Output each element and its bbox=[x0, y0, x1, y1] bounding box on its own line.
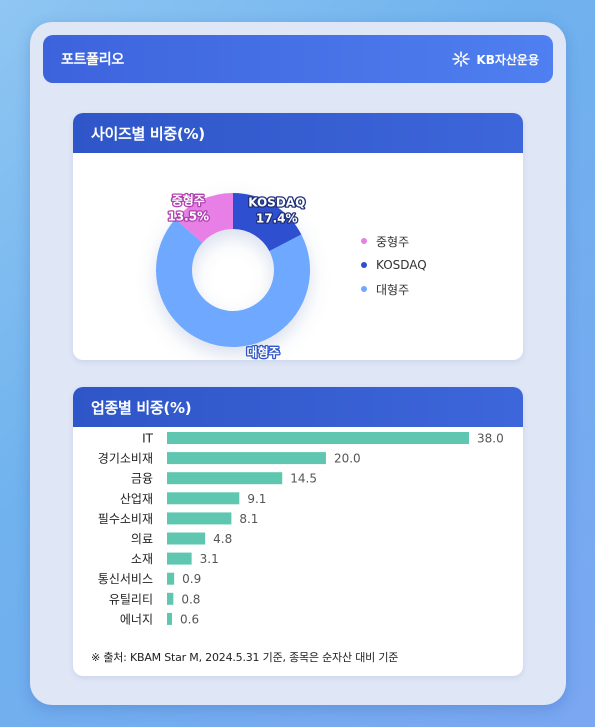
donut-label-1: KOSDAQ bbox=[248, 195, 305, 209]
bar-value-label-2: 14.5 bbox=[290, 472, 317, 486]
legend-item-0: 중형주 bbox=[361, 229, 427, 253]
bar-category-label-0: IT bbox=[142, 432, 154, 446]
bar-2 bbox=[167, 472, 283, 485]
bar-category-label-3: 산업재 bbox=[120, 492, 153, 506]
bar-5 bbox=[167, 532, 206, 545]
sector-bar-chart: IT 38.0 경기소비재 20.0 금융 14.5 산업재 9.1 필수소비재 8.1 의료 4.8… bbox=[98, 432, 504, 627]
bar-9 bbox=[167, 612, 172, 625]
bar-3 bbox=[167, 492, 240, 505]
legend-label-1: KOSDAQ bbox=[376, 258, 427, 272]
bar-value-label-9: 0.6 bbox=[180, 612, 199, 626]
legend-item-1: KOSDAQ bbox=[361, 253, 427, 277]
bar-value-label-0: 38.0 bbox=[477, 432, 504, 446]
bar-value-label-3: 9.1 bbox=[247, 492, 266, 506]
bar-value-label-1: 20.0 bbox=[334, 452, 361, 466]
legend-item-2: 대형주 bbox=[361, 277, 427, 301]
donut-label-0: 중형주 bbox=[172, 193, 205, 208]
bar-8 bbox=[167, 592, 174, 605]
page-title: 포트폴리오 bbox=[61, 52, 124, 68]
bar-0 bbox=[167, 432, 469, 444]
legend-swatch-1 bbox=[361, 262, 367, 268]
bar-value-label-6: 3.1 bbox=[200, 552, 219, 566]
kb-logo: KB자산운용 bbox=[450, 51, 539, 68]
bar-6 bbox=[167, 552, 192, 565]
bar-4 bbox=[167, 512, 232, 525]
donut-slice-1 bbox=[233, 193, 302, 252]
bar-category-label-4: 필수소비재 bbox=[98, 512, 153, 526]
portfolio-card: 포트폴리오 KB자산운용 사이즈별 비중(%) 중형주 13.5% KOSDAQ 17… bbox=[30, 22, 566, 705]
logo-text: KB자산운용 bbox=[476, 52, 539, 67]
bar-category-label-6: 소재 bbox=[131, 552, 153, 566]
bar-7 bbox=[167, 572, 175, 585]
donut-legend: 중형주 KOSDAQ 대형주 bbox=[361, 229, 427, 301]
donut-value-label-0: 13.5% bbox=[167, 210, 209, 224]
kb-star-icon bbox=[452, 51, 471, 67]
bar-category-label-9: 에너지 bbox=[120, 612, 153, 626]
bar-category-label-2: 금융 bbox=[131, 472, 153, 486]
bar-value-label-8: 0.8 bbox=[181, 592, 200, 606]
sector-weight-panel: 업종별 비중(%) IT 38.0 경기소비재 20.0 금융 14.5 산업재 9.1 필수소… bbox=[73, 387, 523, 676]
bar-category-label-7: 통신서비스 bbox=[98, 572, 153, 586]
legend-label-0: 중형주 bbox=[376, 234, 410, 249]
bar-value-label-7: 0.9 bbox=[182, 572, 201, 586]
header-bar: 포트폴리오 KB자산운용 bbox=[43, 35, 553, 83]
size-weight-title: 사이즈별 비중(%) bbox=[73, 113, 523, 153]
bar-category-label-8: 유틸리티 bbox=[109, 592, 153, 606]
bar-value-label-4: 8.1 bbox=[239, 512, 258, 526]
sector-weight-title: 업종별 비중(%) bbox=[73, 387, 523, 427]
source-footnote: ※ 출처: KBAM Star M, 2024.5.31 기준, 종목은 순자산… bbox=[91, 651, 399, 664]
bar-1 bbox=[167, 452, 326, 465]
donut-slice-0 bbox=[175, 193, 233, 243]
bar-value-label-5: 4.8 bbox=[213, 532, 232, 546]
donut-slice-2 bbox=[156, 219, 310, 347]
legend-swatch-0 bbox=[361, 238, 367, 244]
bar-category-label-1: 경기소비재 bbox=[98, 452, 153, 466]
bar-category-label-5: 의료 bbox=[131, 532, 153, 546]
legend-label-2: 대형주 bbox=[376, 282, 410, 297]
donut-label-2: 대형주 bbox=[247, 344, 280, 359]
donut-value-label-1: 17.4% bbox=[256, 211, 298, 225]
legend-swatch-2 bbox=[361, 286, 367, 292]
